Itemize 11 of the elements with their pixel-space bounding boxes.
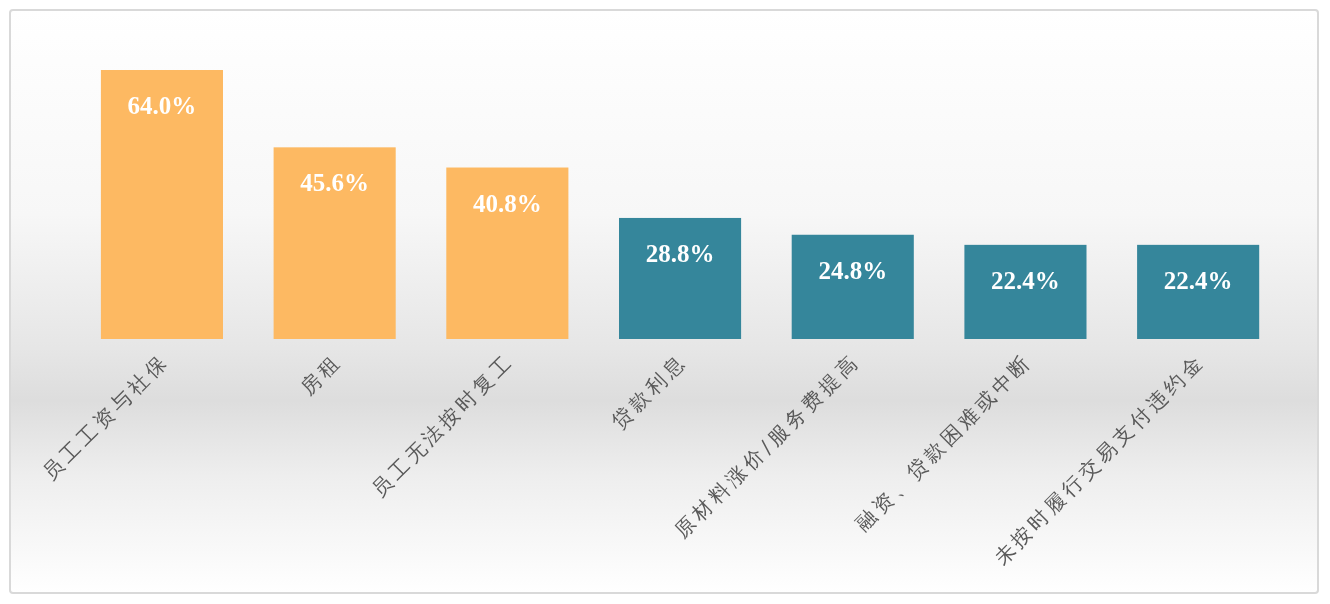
data-label: 28.8% [645, 239, 715, 267]
x-tick-label: 员工无法按时复工 [366, 348, 519, 502]
data-label: 40.8% [472, 189, 542, 217]
data-label: 22.4% [1163, 266, 1233, 294]
data-label: 64.0% [127, 92, 197, 119]
data-label: 45.6% [300, 169, 370, 197]
x-tick-label: 员工工资与社保 [37, 348, 174, 485]
data-label: 24.8% [818, 256, 888, 284]
data-label: 22.4% [991, 266, 1060, 294]
x-tick-label: 房租 [295, 348, 347, 400]
x-tick-label: 贷款利息 [606, 348, 692, 434]
